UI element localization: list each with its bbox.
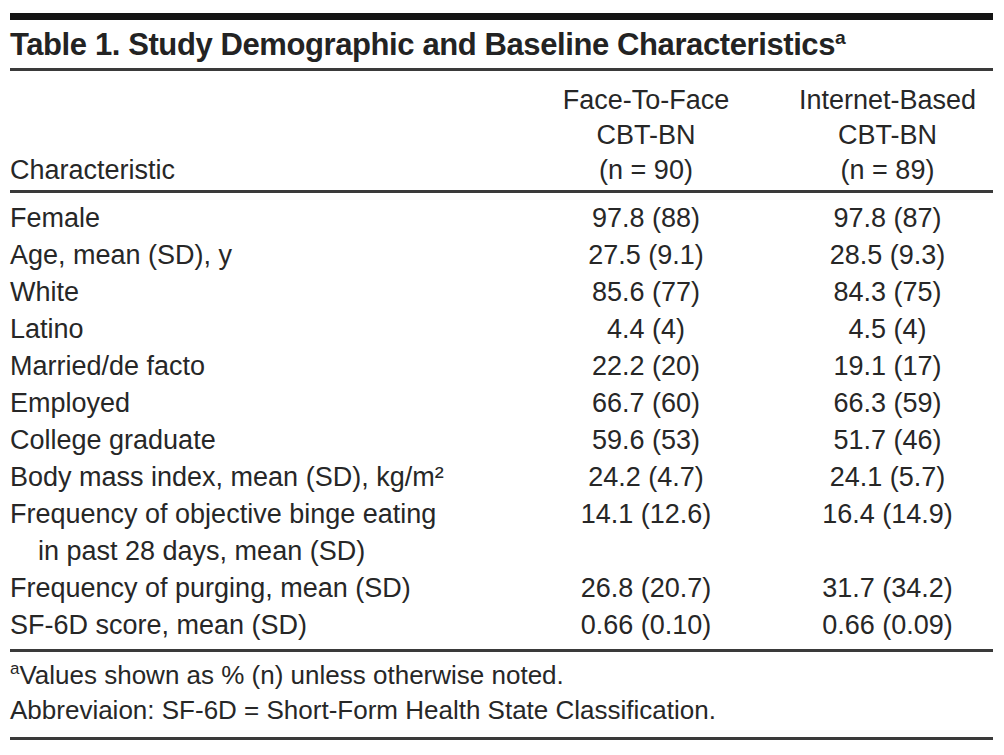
bottom-rule (10, 737, 993, 740)
internet-based-value: 19.1 (17) (782, 348, 993, 385)
internet-based-header-line-1: Internet-Based (782, 83, 993, 118)
footnote-a-marker: a (10, 659, 19, 678)
face-to-face-value: 85.6 (77) (510, 274, 782, 311)
face-to-face-value: 0.66 (0.10) (510, 607, 782, 649)
face-to-face-value: 22.2 (20) (510, 348, 782, 385)
internet-based-value: 51.7 (46) (782, 422, 993, 459)
row-label: Age, mean (SD), y (10, 237, 510, 274)
face-to-face-value: 27.5 (9.1) (510, 237, 782, 274)
table-row-sf6d-score: SF-6D score, mean (SD) 0.66 (0.10) 0.66 … (10, 607, 993, 649)
face-to-face-value: 66.7 (60) (510, 385, 782, 422)
face-to-face-value: 97.8 (88) (510, 192, 782, 238)
table-row-employed: Employed 66.7 (60) 66.3 (59) (10, 385, 993, 422)
internet-based-value: 66.3 (59) (782, 385, 993, 422)
row-label-line-1: Frequency of objective binge eating (10, 496, 510, 533)
table-title-text: Table 1. Study Demographic and Baseline … (10, 27, 835, 62)
internet-based-value: 16.4 (14.9) (782, 496, 993, 570)
face-to-face-header-n: (n = 90) (510, 153, 782, 188)
footnote-a: aValues shown as % (n) unless otherwise … (10, 658, 993, 693)
face-to-face-value: 24.2 (4.7) (510, 459, 782, 496)
footnote-a-text: Values shown as % (n) unless otherwise n… (19, 660, 563, 690)
characteristics-table: Characteristic Face-To-Face CBT-BN (n = … (10, 71, 993, 649)
internet-based-value: 84.3 (75) (782, 274, 993, 311)
table-row-latino: Latino 4.4 (4) 4.5 (4) (10, 311, 993, 348)
footnote-rule (10, 649, 993, 652)
internet-based-header-n: (n = 89) (782, 153, 993, 188)
table-row-female: Female 97.8 (88) 97.8 (87) (10, 192, 993, 238)
header-row: Characteristic Face-To-Face CBT-BN (n = … (10, 71, 993, 192)
table-row-body-mass-index: Body mass index, mean (SD), kg/m² 24.2 (… (10, 459, 993, 496)
journal-table-figure: Table 1. Study Demographic and Baseline … (0, 0, 1004, 755)
row-label: Latino (10, 311, 510, 348)
top-thick-rule (10, 13, 993, 20)
face-to-face-header-line-1: Face-To-Face (510, 83, 782, 118)
face-to-face-value: 59.6 (53) (510, 422, 782, 459)
table-row-age: Age, mean (SD), y 27.5 (9.1) 28.5 (9.3) (10, 237, 993, 274)
row-label: Female (10, 192, 510, 238)
row-label-line-2: in past 28 days, mean (SD) (10, 533, 510, 570)
table-title: Table 1. Study Demographic and Baseline … (10, 27, 993, 68)
internet-based-value: 4.5 (4) (782, 311, 993, 348)
internet-based-value: 97.8 (87) (782, 192, 993, 238)
table-row-binge-eating-frequency: Frequency of objective binge eating in p… (10, 496, 993, 570)
characteristic-column-header: Characteristic (10, 71, 510, 192)
face-to-face-value: 4.4 (4) (510, 311, 782, 348)
table-row-purging-frequency: Frequency of purging, mean (SD) 26.8 (20… (10, 570, 993, 607)
internet-based-value: 24.1 (5.7) (782, 459, 993, 496)
internet-based-header-line-2: CBT-BN (782, 118, 993, 153)
internet-based-value: 31.7 (34.2) (782, 570, 993, 607)
row-label: Employed (10, 385, 510, 422)
face-to-face-value: 14.1 (12.6) (510, 496, 782, 570)
abbreviation-note: Abbreviaion: SF-6D = Short-Form Health S… (10, 693, 993, 728)
face-to-face-header-line-2: CBT-BN (510, 118, 782, 153)
internet-based-value: 28.5 (9.3) (782, 237, 993, 274)
face-to-face-column-header: Face-To-Face CBT-BN (n = 90) (510, 71, 782, 192)
row-label: Body mass index, mean (SD), kg/m² (10, 459, 510, 496)
table-row-married: Married/de facto 22.2 (20) 19.1 (17) (10, 348, 993, 385)
internet-based-value: 0.66 (0.09) (782, 607, 993, 649)
footnotes-section: aValues shown as % (n) unless otherwise … (10, 658, 993, 728)
row-label: College graduate (10, 422, 510, 459)
table-title-superscript: a (835, 27, 845, 48)
table-row-white: White 85.6 (77) 84.3 (75) (10, 274, 993, 311)
row-label: SF-6D score, mean (SD) (10, 607, 510, 649)
face-to-face-value: 26.8 (20.7) (510, 570, 782, 607)
row-label: White (10, 274, 510, 311)
table-row-college-graduate: College graduate 59.6 (53) 51.7 (46) (10, 422, 993, 459)
row-label: Frequency of objective binge eating in p… (10, 496, 510, 570)
row-label: Married/de facto (10, 348, 510, 385)
row-label: Frequency of purging, mean (SD) (10, 570, 510, 607)
internet-based-column-header: Internet-Based CBT-BN (n = 89) (782, 71, 993, 192)
